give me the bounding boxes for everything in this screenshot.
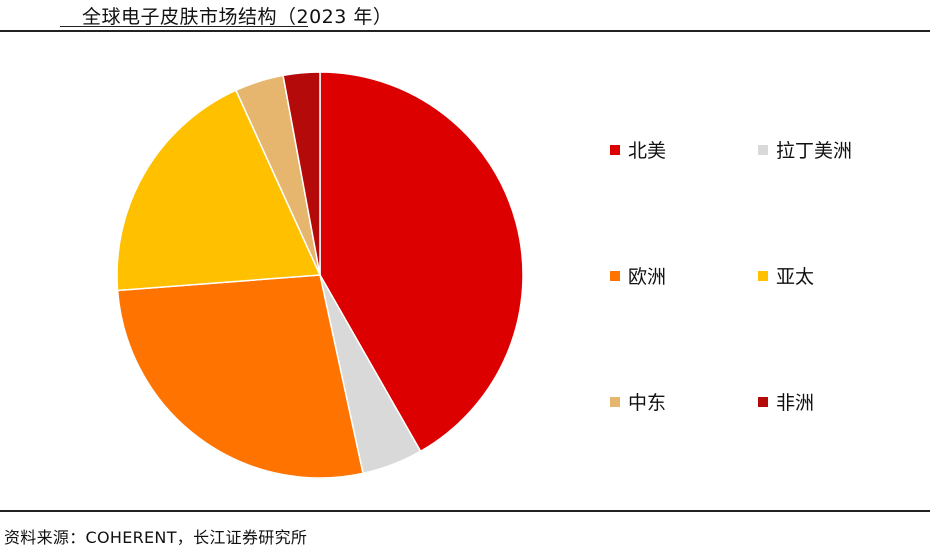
legend-label: 中东 [628,392,667,414]
pie-slice-0 [319,71,524,453]
chart-title: 全球电子皮肤市场结构（2023 年） [82,6,393,28]
legend-swatch [758,270,768,281]
legend-label: 欧洲 [628,266,667,288]
pie-slices [116,71,524,479]
legend-swatch [758,396,768,407]
pie-slice-5 [282,71,321,276]
legend-swatch [758,144,768,155]
legend-label: 非洲 [776,392,815,414]
legend-item: 亚太 [758,262,814,289]
legend-label: 拉丁美洲 [776,140,853,162]
legend-item: 非洲 [758,388,814,415]
title-underline [60,26,308,27]
legend-label: 北美 [628,140,667,162]
legend-swatch [610,396,620,407]
legend-label: 亚太 [776,266,815,288]
top-rule [0,30,930,32]
legend-swatch [610,270,620,281]
bottom-rule [0,510,930,512]
legend-swatch [610,144,620,155]
legend-item: 北美 [610,136,666,163]
pie-slice-3 [116,89,322,292]
legend-item: 中东 [610,388,666,415]
legend-item: 拉丁美洲 [758,136,852,163]
legend-item: 欧洲 [610,262,666,289]
pie-slice-2 [116,274,364,479]
source-note: 资料来源：COHERENT，长江证券研究所 [4,528,308,547]
legend: 北美 拉丁美洲欧洲 亚太中东 非洲 [610,136,890,416]
